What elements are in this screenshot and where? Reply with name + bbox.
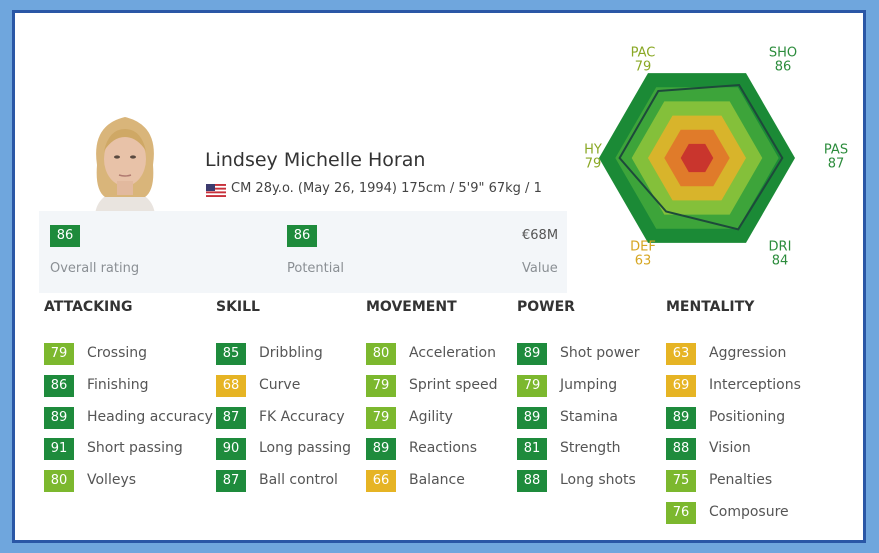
value-text: €68M bbox=[522, 228, 559, 243]
radar-label: DEF bbox=[630, 240, 656, 255]
stat-name: Finishing bbox=[87, 376, 149, 393]
stat-badge: 79 bbox=[517, 374, 547, 397]
stat-name: Sprint speed bbox=[409, 376, 498, 393]
stat-name: Short passing bbox=[87, 440, 183, 457]
stat-name: Vision bbox=[709, 440, 751, 457]
stat-name: Interceptions bbox=[709, 376, 801, 393]
stat-badge: 86 bbox=[44, 374, 74, 397]
radar-value: 79 bbox=[635, 60, 652, 75]
stat-name: Volleys bbox=[87, 472, 137, 489]
stat-name: Jumping bbox=[560, 376, 618, 393]
stat-name: Long passing bbox=[259, 440, 352, 457]
stat-name: Strength bbox=[560, 440, 621, 457]
stat-badge: 69 bbox=[666, 374, 696, 397]
stat-badge: 89 bbox=[517, 343, 547, 365]
stat-name: Stamina bbox=[560, 408, 618, 425]
stat-badge: 81 bbox=[517, 438, 547, 461]
stat-badge: 80 bbox=[44, 470, 74, 493]
stat-name: Composure bbox=[709, 504, 789, 520]
group-heading: POWER bbox=[517, 299, 575, 315]
group-heading: MOVEMENT bbox=[366, 299, 457, 315]
stat-name: Ball control bbox=[259, 472, 338, 489]
stat-badge: 89 bbox=[44, 406, 74, 429]
stat-badge: 79 bbox=[366, 406, 396, 429]
stat-badge: 91 bbox=[44, 438, 74, 461]
radar-label: PAS bbox=[824, 143, 848, 158]
stat-badge: 90 bbox=[216, 438, 246, 461]
stat-badge: 66 bbox=[366, 470, 396, 493]
stat-name: Long shots bbox=[560, 472, 636, 489]
radar-value: 63 bbox=[635, 254, 652, 269]
group-heading: SKILL bbox=[216, 299, 260, 315]
stat-badge: 76 bbox=[666, 502, 696, 524]
summary-label: Potential bbox=[287, 261, 344, 276]
stat-badge: 85 bbox=[216, 343, 246, 365]
stat-badge: 89 bbox=[517, 406, 547, 429]
stat-badge: 88 bbox=[517, 470, 547, 493]
player-photo bbox=[95, 117, 155, 215]
stat-badge: 89 bbox=[366, 438, 396, 461]
radar-value: 84 bbox=[772, 254, 789, 269]
stat-name: Balance bbox=[409, 472, 465, 489]
stat-badge: 63 bbox=[666, 343, 696, 365]
stat-badge: 79 bbox=[366, 374, 396, 397]
stat-name: Crossing bbox=[87, 345, 148, 361]
summary-band bbox=[39, 211, 567, 293]
stat-badge: 75 bbox=[666, 470, 696, 493]
stat-badge: 87 bbox=[216, 406, 246, 429]
rating-badge: 86 bbox=[50, 225, 80, 247]
stat-name: Heading accuracy bbox=[87, 408, 213, 425]
stat-badge: 79 bbox=[44, 343, 74, 365]
card: Lindsey Michelle Horan CM 28y.o. (May 26… bbox=[12, 10, 866, 543]
stat-name: Aggression bbox=[709, 345, 787, 361]
stat-name: Agility bbox=[409, 408, 453, 425]
rating-badge: 86 bbox=[287, 225, 317, 247]
stat-name: Dribbling bbox=[259, 345, 323, 361]
radar-value: 87 bbox=[828, 157, 845, 172]
radar-label: HY bbox=[584, 143, 602, 158]
group-heading: MENTALITY bbox=[666, 299, 755, 315]
radar-value: 86 bbox=[775, 60, 792, 75]
summary-label: Overall rating bbox=[50, 261, 140, 276]
stat-badge: 89 bbox=[666, 406, 696, 429]
radar-label: PAC bbox=[631, 46, 656, 61]
stat-name: Reactions bbox=[409, 440, 478, 457]
radar-value: 79 bbox=[585, 157, 602, 172]
stat-badge: 88 bbox=[666, 438, 696, 461]
stat-name: Acceleration bbox=[409, 345, 496, 361]
stat-name: Positioning bbox=[709, 408, 786, 425]
stat-badge: 68 bbox=[216, 374, 246, 397]
player-info: CM 28y.o. (May 26, 1994) 175cm / 5'9" 67… bbox=[231, 181, 542, 196]
stat-badge: 87 bbox=[216, 470, 246, 493]
flag-icon bbox=[206, 184, 226, 197]
radar-ring bbox=[680, 143, 714, 173]
stat-name: Penalties bbox=[709, 472, 773, 489]
radar-label: SHO bbox=[769, 46, 797, 61]
group-heading: ATTACKING bbox=[44, 299, 133, 315]
stat-badge: 80 bbox=[366, 343, 396, 365]
radar-label: DRI bbox=[769, 240, 792, 255]
summary-label: Value bbox=[522, 261, 558, 276]
stat-name: FK Accuracy bbox=[259, 408, 345, 425]
player-name: Lindsey Michelle Horan bbox=[205, 149, 426, 171]
stat-polygon bbox=[618, 83, 784, 231]
stat-name: Curve bbox=[259, 376, 301, 393]
stat-name: Shot power bbox=[560, 345, 640, 361]
